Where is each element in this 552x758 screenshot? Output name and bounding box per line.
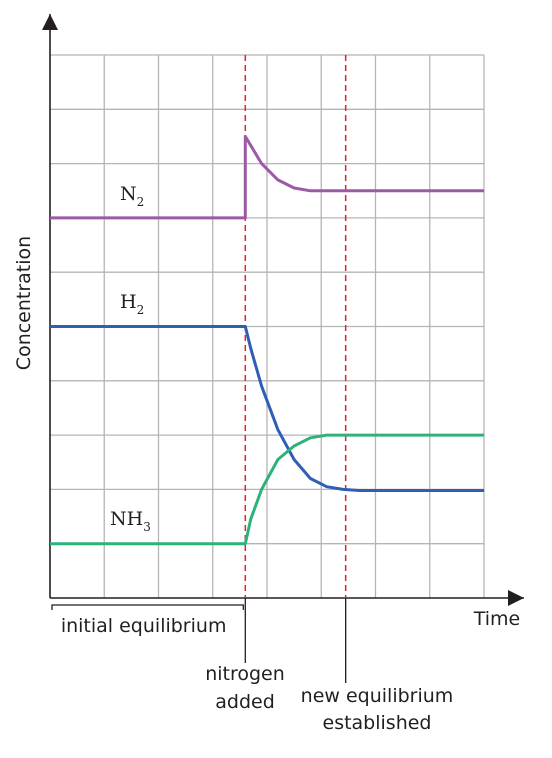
event-label: established xyxy=(323,712,432,734)
series-lines xyxy=(50,134,484,546)
event-label: nitrogen xyxy=(205,663,285,685)
series-label-h2: H2 xyxy=(120,291,144,317)
series-line-nh3 xyxy=(50,433,484,546)
series-line-n2 xyxy=(50,134,484,220)
y-axis-title: Concentration xyxy=(13,236,35,370)
series-label-nh3: NH3 xyxy=(110,508,151,534)
event-label: new equilibrium xyxy=(301,685,454,707)
plot-grid xyxy=(50,54,485,598)
event-label: added xyxy=(215,691,275,713)
series-labels: N2 H2 NH3 xyxy=(110,183,151,534)
event-markers: nitrogen added new equilibrium established xyxy=(205,55,453,734)
series-line-h2 xyxy=(50,325,484,492)
initial-equilibrium-bracket xyxy=(51,604,244,610)
initial-equilibrium-label: initial equilibrium xyxy=(61,615,227,637)
x-axis-title: Time xyxy=(473,608,521,630)
series-label-n2: N2 xyxy=(120,183,144,209)
